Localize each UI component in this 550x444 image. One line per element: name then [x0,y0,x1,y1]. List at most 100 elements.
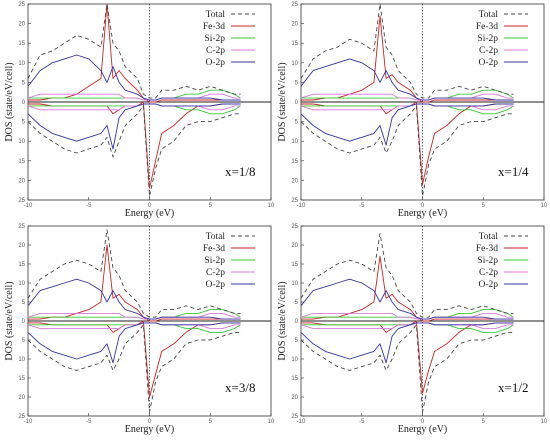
panel-annotation: x=1/2 [498,380,528,395]
y-tick-label: 25 [18,414,25,420]
x-tick-label: -10 [24,203,33,209]
x-tick-label: 5 [482,419,486,425]
y-tick-label: 5 [295,338,299,344]
series-total-down [300,105,514,197]
y-tick-label: 20 [291,395,298,401]
x-tick-label: 0 [148,419,152,425]
series-c-2p-up [300,312,514,320]
y-tick-label: 20 [291,243,298,249]
series-o-2p-up [300,58,514,101]
x-tick-label: 10 [541,203,548,209]
y-tick-label: 25 [291,414,298,420]
y-tick-label: 25 [291,2,298,8]
y-tick-label: 15 [18,159,25,165]
x-tick-label: -5 [86,419,92,425]
y-tick-label: 20 [18,243,25,249]
y-tick-label: 5 [22,120,26,126]
y-axis-label: DOS (state/eV/cell) [277,281,288,360]
series-total-down [27,105,241,197]
y-axis-label: DOS (state/eV/cell) [4,62,15,141]
legend-label: Fe-3d [476,22,498,32]
series-total-up [27,229,241,318]
legend-label: Si-2p [477,34,498,44]
y-tick-label: 20 [18,395,25,401]
x-tick-label: 5 [209,203,213,209]
series-fe-3d-up [301,15,514,103]
y-tick-label: 25 [18,224,25,230]
x-tick-label: -5 [86,203,92,209]
legend-label: C-2p [206,268,225,278]
series-total-up [27,3,241,99]
series-fe-3d-up [28,3,241,103]
legend-label: Fe-3d [203,244,225,254]
x-axis-label: Energy (eV) [398,424,448,435]
x-tick-label: -5 [359,419,365,425]
y-tick-label: 10 [291,357,298,363]
y-tick-label: 5 [22,300,26,306]
y-tick-label: 5 [295,80,299,86]
legend-label: Total [479,10,499,20]
series-o-2p-down [300,322,514,364]
series-fe-3d-up [28,244,241,322]
x-tick-label: 10 [268,203,275,209]
series-o-2p-down [27,103,241,150]
x-axis-label: Energy (eV) [398,208,448,219]
x-tick-label: -10 [297,419,306,425]
y-tick-label: 20 [291,22,298,28]
y-tick-label: 10 [18,281,25,287]
legend-label: O-2p [478,280,498,290]
legend-label: Total [206,232,226,242]
y-tick-label: 20 [291,178,298,184]
y-tick-label: 5 [22,80,26,86]
x-axis-label: Energy (eV) [125,424,175,435]
series-o-2p-down [300,103,514,146]
y-tick-label: 10 [291,61,298,67]
legend-label: Total [479,232,499,242]
x-tick-label: -10 [297,203,306,209]
series-total-up [300,3,514,99]
legend-label: C-2p [206,46,225,56]
y-tick-label: 10 [291,139,298,145]
series-total-up [300,233,514,318]
y-tick-label: 25 [18,198,25,204]
legend-label: O-2p [205,280,225,290]
y-tick-label: 5 [295,300,299,306]
x-tick-label: 0 [421,203,425,209]
legend-label: O-2p [205,58,225,68]
x-tick-label: 0 [421,419,425,425]
series-c-2p-up [27,93,241,101]
x-tick-label: -10 [24,419,33,425]
y-axis-label: DOS (state/eV/cell) [4,281,15,360]
y-tick-label: 15 [291,41,298,47]
x-tick-label: 5 [482,203,486,209]
x-axis-label: Energy (eV) [125,208,175,219]
series-o-2p-up [27,54,241,101]
y-tick-label: 25 [291,224,298,230]
y-tick-label: 10 [18,61,25,67]
x-tick-label: 10 [268,419,275,425]
legend-label: C-2p [479,268,498,278]
legend-label: Si-2p [477,256,498,266]
y-tick-label: 25 [291,198,298,204]
x-tick-label: 10 [541,419,548,425]
y-tick-label: 15 [291,376,298,382]
x-tick-label: -5 [359,203,365,209]
legend-label: Si-2p [204,34,225,44]
x-tick-label: 5 [209,419,213,425]
series-o-2p-down [27,322,241,364]
y-tick-label: 25 [18,2,25,8]
y-tick-label: 15 [18,262,25,268]
y-tick-label: 20 [18,178,25,184]
legend-label: Fe-3d [203,22,225,32]
y-axis-label: DOS (state/eV/cell) [277,62,288,141]
series-c-2p-up [300,93,514,101]
series-c-2p-up [27,312,241,320]
series-fe-3d-up [301,255,514,322]
series-total-down [27,324,241,413]
y-tick-label: 20 [18,22,25,28]
y-tick-label: 15 [18,41,25,47]
